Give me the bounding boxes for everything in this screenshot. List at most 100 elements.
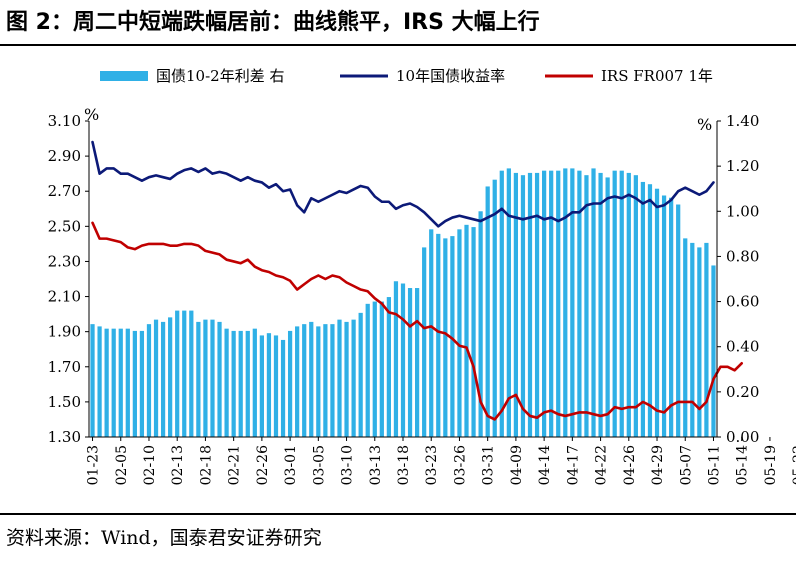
right-tick-label: 1.40 xyxy=(726,112,759,130)
spread-bar xyxy=(584,175,589,438)
legend-label: IRS FR007 1年 xyxy=(601,67,713,85)
spread-bar xyxy=(542,170,547,437)
spread-bar xyxy=(146,324,152,437)
x-tick-label: 03-26 xyxy=(452,445,468,485)
spread-bar xyxy=(273,335,279,437)
x-tick-label: 02-21 xyxy=(227,445,243,485)
spread-bar xyxy=(647,184,653,437)
spread-bar xyxy=(90,324,95,437)
spread-bar xyxy=(386,297,391,437)
spread-bar xyxy=(189,310,194,437)
x-tick-label: 03-31 xyxy=(481,445,497,485)
spread-bar xyxy=(393,281,399,437)
spread-bar xyxy=(605,177,610,437)
line-10y-yield xyxy=(91,140,715,228)
legend: 国债10-2年利差 右 10年国债收益率 IRS FR007 1年 xyxy=(100,67,713,85)
spread-bar xyxy=(287,330,293,437)
spread-bar xyxy=(379,301,384,437)
spread-bar xyxy=(245,330,250,437)
x-tick-label: 02-10 xyxy=(142,445,158,485)
spread-bar xyxy=(626,172,631,437)
right-unit-label: % xyxy=(697,115,712,134)
spread-bar xyxy=(676,204,681,437)
spread-bar xyxy=(704,242,709,437)
x-tick-label: 04-29 xyxy=(650,445,666,485)
spread-bar xyxy=(407,288,413,437)
x-tick-label: 04-26 xyxy=(622,445,638,485)
spread-bar xyxy=(619,170,624,437)
spread-bar xyxy=(711,265,716,437)
spread-bar xyxy=(443,238,448,437)
right-tick-label: 0.20 xyxy=(726,383,759,401)
top-rule xyxy=(0,44,796,46)
x-tick-label: 02-05 xyxy=(114,445,130,485)
spread-bar xyxy=(139,330,145,437)
right-tick-label: 0.40 xyxy=(726,338,759,356)
spread-bar xyxy=(577,170,582,437)
spread-bar xyxy=(415,288,420,437)
spread-bar xyxy=(125,328,130,437)
spread-bar xyxy=(520,175,526,438)
left-unit-label: % xyxy=(84,105,99,124)
spread-bar xyxy=(669,197,674,437)
spread-bar xyxy=(323,324,328,437)
x-tick-label: 05-07 xyxy=(678,445,694,485)
spread-bar xyxy=(612,170,617,437)
spread-bar xyxy=(549,170,554,437)
spread-bar xyxy=(153,319,159,437)
chart-title: 图 2：周二中短端跌幅居前：曲线熊平，IRS 大幅上行 xyxy=(6,10,540,35)
spread-bar xyxy=(280,339,286,437)
spread-bar xyxy=(224,328,229,437)
spread-bar xyxy=(238,330,243,437)
spread-bar xyxy=(464,224,469,437)
left-tick-label: 1.50 xyxy=(48,393,81,411)
left-tick-label: 1.70 xyxy=(48,358,81,376)
x-tick-label: 03-01 xyxy=(283,445,299,485)
spread-bars xyxy=(90,168,716,438)
spread-bar xyxy=(570,168,575,437)
spread-bar xyxy=(266,333,272,437)
spread-bar xyxy=(513,172,519,437)
x-tick-label: 04-14 xyxy=(537,445,553,485)
x-tick-label: 05-22 xyxy=(791,445,796,485)
legend-swatch-bar xyxy=(100,71,148,81)
spread-bar xyxy=(330,324,335,437)
x-tick-label: 02-13 xyxy=(170,445,186,485)
line-irs-fr007 xyxy=(91,221,744,421)
spread-bar xyxy=(175,310,180,437)
spread-bar xyxy=(132,330,137,437)
spread-bar xyxy=(97,326,102,437)
spread-bar xyxy=(160,321,166,437)
chart-area: 国债10-2年利差 右 10年国债收益率 IRS FR007 1年 %% 1.30 1.… xyxy=(48,67,796,485)
spread-bar xyxy=(182,310,187,437)
x-tick-label: 04-22 xyxy=(594,445,610,485)
x-tick-label: 05-19 xyxy=(763,445,779,485)
left-tick-label: 2.30 xyxy=(48,252,81,270)
legend-label: 10年国债收益率 xyxy=(396,67,505,85)
spread-bar xyxy=(168,317,173,437)
spread-bar xyxy=(478,211,483,437)
x-tick-label: 03-10 xyxy=(340,445,356,485)
spread-bar xyxy=(104,328,109,437)
left-tick-label: 2.70 xyxy=(48,182,81,200)
spread-bar xyxy=(302,324,307,437)
axes: %% 1.30 1.50 1.70 1.90 2.10 2.30 2.50 2.70 2.90 3.… xyxy=(48,105,796,485)
left-tick-label: 2.10 xyxy=(48,288,81,306)
x-tick-label: 03-18 xyxy=(396,445,412,485)
spread-bar xyxy=(450,236,455,437)
spread-bar xyxy=(372,301,377,437)
right-tick-label: 1.00 xyxy=(726,202,759,220)
x-tick-label: 05-14 xyxy=(735,445,751,485)
x-tick-label: 05-11 xyxy=(706,445,722,485)
spread-bar xyxy=(358,312,363,437)
spread-bar xyxy=(598,172,603,437)
spread-bar xyxy=(118,328,123,437)
spread-bar xyxy=(400,283,406,437)
x-tick-label: 04-09 xyxy=(509,445,525,485)
spread-bar xyxy=(534,172,540,437)
left-tick-label: 1.30 xyxy=(48,428,81,446)
spread-bar xyxy=(506,168,511,437)
right-tick-label: 0.80 xyxy=(726,247,759,265)
x-tick-label: 02-18 xyxy=(198,445,214,485)
right-tick-label: 0.60 xyxy=(726,293,759,311)
